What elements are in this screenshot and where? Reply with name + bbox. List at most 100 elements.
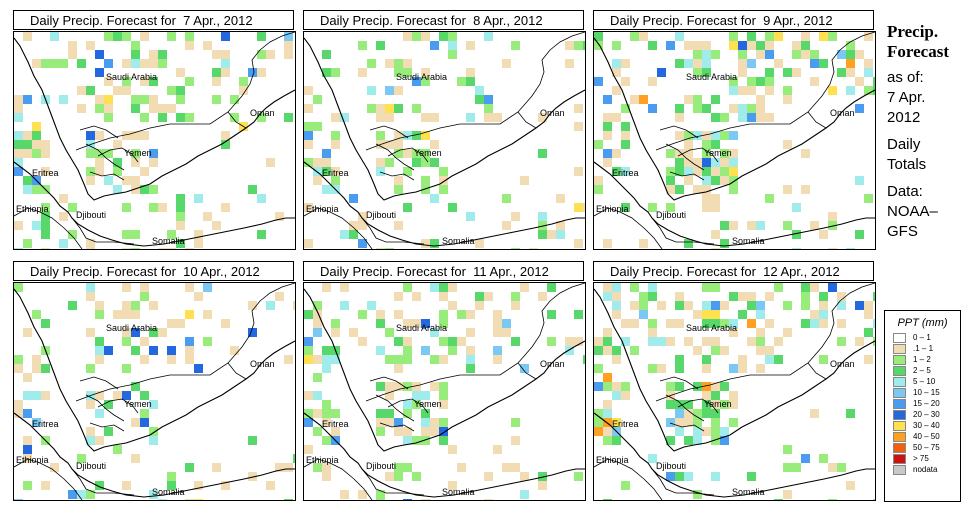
precip-cell (702, 391, 711, 400)
map-label-saudi-arabia: Saudi Arabia (106, 323, 157, 333)
map-label-djibouti: Djibouti (366, 461, 396, 471)
precip-cell (594, 364, 603, 373)
precip-cell (783, 86, 792, 95)
precip-cell (702, 149, 711, 158)
precip-cell (248, 68, 257, 77)
precip-cell (412, 391, 421, 400)
precip-cell (702, 409, 711, 418)
precip-cell (86, 176, 95, 185)
precip-cell (684, 59, 693, 68)
precip-cell (502, 319, 511, 328)
ppt-legend: PPT (mm) 0 – 1 .1 – 1 1 – 2 2 – 5 5 – 10 10 –… (884, 310, 961, 502)
precip-cell (212, 77, 221, 86)
precip-cell (702, 283, 711, 292)
precip-cell (675, 167, 684, 176)
precip-cell (104, 95, 113, 104)
legend-item: 1 – 2 (893, 355, 960, 366)
precip-cell (493, 310, 502, 319)
precip-cell (95, 346, 104, 355)
precip-cell (729, 41, 738, 50)
precip-cell (394, 463, 403, 472)
precip-cell (684, 95, 693, 104)
precip-cell (203, 310, 212, 319)
precip-cell (14, 283, 23, 292)
precip-cell (149, 77, 158, 86)
precip-cell (293, 454, 295, 463)
precip-cell (603, 400, 612, 409)
precip-cell (394, 337, 403, 346)
precip-cell (675, 355, 684, 364)
precip-cell (801, 292, 810, 301)
country-border (659, 125, 699, 139)
precip-cell (284, 499, 293, 500)
legend-swatch (893, 432, 906, 442)
precip-cell (448, 346, 457, 355)
country-border (807, 362, 827, 380)
precip-cell (612, 41, 621, 50)
precip-cell (122, 248, 131, 249)
precip-cell (113, 445, 122, 454)
precip-cell (421, 409, 430, 418)
precip-cell (603, 499, 612, 500)
precip-cell (747, 301, 756, 310)
precip-cell (376, 409, 385, 418)
precip-cell (783, 140, 792, 149)
precip-cell (639, 239, 648, 248)
precip-cell (511, 418, 520, 427)
precip-cell (511, 436, 520, 445)
precip-cell (738, 86, 747, 95)
precip-cell (313, 373, 322, 382)
precip-cell (403, 346, 412, 355)
map-label-somalia: Somalia (442, 236, 475, 246)
precip-cell (684, 158, 693, 167)
precip-cell (385, 391, 394, 400)
precip-cell (59, 95, 68, 104)
precip-cell (603, 346, 612, 355)
precip-cell (639, 32, 648, 41)
precip-cell (412, 319, 421, 328)
country-border (227, 362, 247, 380)
precip-cell (864, 310, 873, 319)
precip-cell (104, 346, 113, 355)
precip-cell (412, 77, 421, 86)
precip-cell (439, 167, 448, 176)
precip-cell (131, 230, 140, 239)
precip-cell (738, 50, 747, 59)
precip-cell (77, 59, 86, 68)
precip-cell (810, 221, 819, 230)
precip-cell (86, 86, 95, 95)
precip-cell (376, 382, 385, 391)
precip-cell (630, 32, 639, 41)
precip-cell (448, 32, 457, 41)
precip-cell (693, 418, 702, 427)
precip-cell (466, 346, 475, 355)
precip-cell (194, 230, 203, 239)
precip-cell (484, 95, 493, 104)
precip-cell (702, 104, 711, 113)
precip-cell (221, 32, 230, 41)
precip-cell (113, 167, 122, 176)
precip-cell (792, 41, 801, 50)
precip-cell (266, 301, 275, 310)
precip-cell (738, 113, 747, 122)
precip-cell (23, 409, 32, 418)
precip-cell (648, 203, 657, 212)
precip-cell (221, 68, 230, 77)
precip-cell (538, 212, 547, 221)
precip-cell (711, 203, 720, 212)
arabian-coastline (14, 37, 295, 201)
map-label-eritrea: Eritrea (612, 168, 639, 178)
precip-cell (729, 328, 738, 337)
precip-cell (511, 292, 520, 301)
precip-cell (430, 239, 439, 248)
precip-cell (439, 283, 448, 292)
precip-cell (385, 113, 394, 122)
precip-cell (131, 328, 140, 337)
precip-cell (394, 472, 403, 481)
precip-cell (104, 104, 113, 113)
precip-cell (41, 212, 50, 221)
map-label-oman: Oman (250, 359, 275, 369)
precip-cell (95, 337, 104, 346)
precip-cell (86, 283, 95, 292)
precip-cell (376, 131, 385, 140)
